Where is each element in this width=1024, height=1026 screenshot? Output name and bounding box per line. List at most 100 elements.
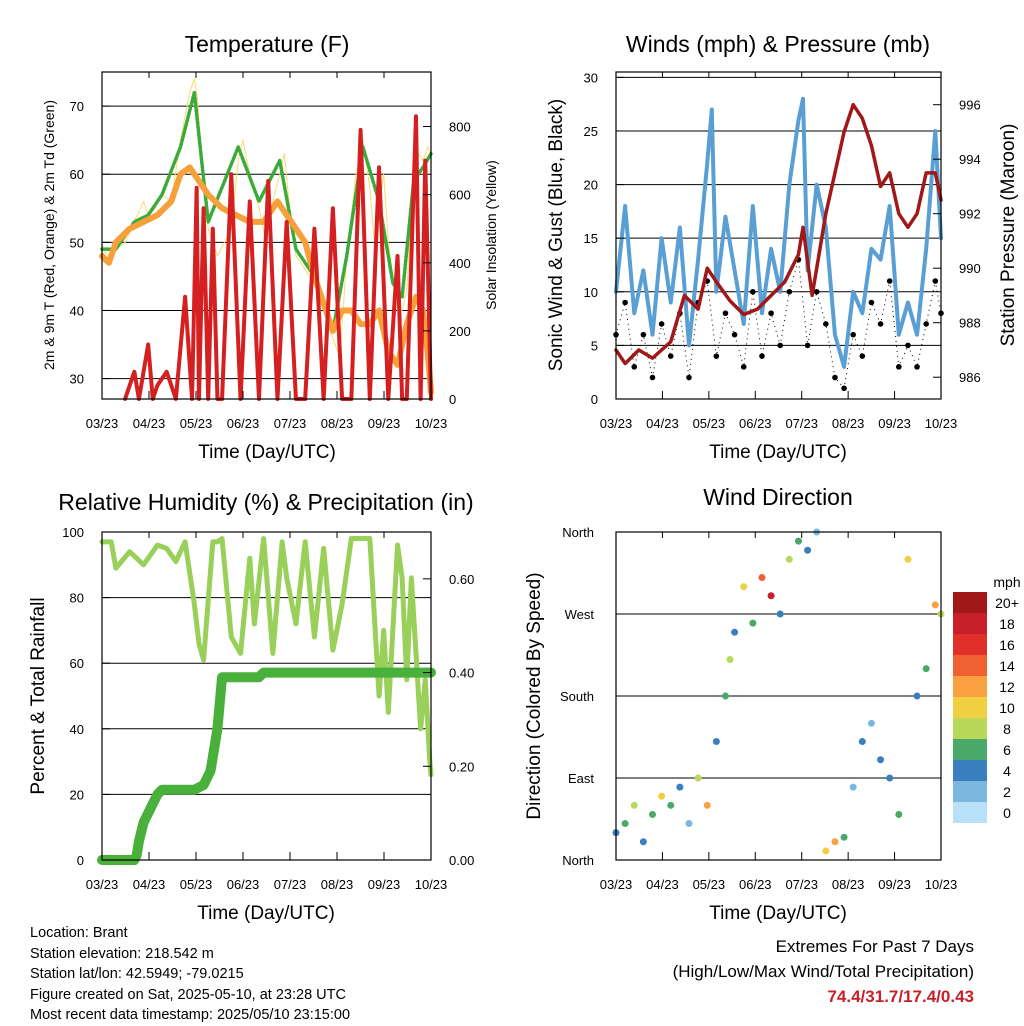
x-tick-label: 05/23 bbox=[693, 416, 726, 431]
colorbar-label: 14 bbox=[999, 658, 1015, 674]
colorbar-label: 10 bbox=[999, 700, 1015, 716]
colorbar-swatch bbox=[953, 781, 987, 802]
y-tick-label-right: 996 bbox=[959, 98, 981, 113]
y-tick-label: North bbox=[562, 853, 594, 868]
direction-point bbox=[858, 738, 866, 746]
colorbar-swatch bbox=[953, 655, 987, 676]
direction-point bbox=[867, 719, 875, 727]
gust-point bbox=[640, 331, 647, 338]
gust-point bbox=[914, 364, 920, 370]
x-tick-label: 04/23 bbox=[133, 416, 166, 431]
gust-point bbox=[713, 353, 720, 359]
gust-point bbox=[886, 278, 893, 284]
x-tick-label: 07/23 bbox=[785, 416, 818, 431]
gust-point bbox=[786, 288, 793, 295]
gust-point bbox=[859, 353, 866, 359]
gust-point bbox=[923, 321, 929, 327]
x-tick-label: 06/23 bbox=[739, 877, 772, 892]
plot-frame bbox=[615, 71, 942, 400]
series-line-solar-insolation bbox=[123, 114, 433, 401]
y-tick-label-right: 200 bbox=[449, 324, 471, 339]
direction-point bbox=[648, 810, 656, 818]
y-tick-label: 25 bbox=[584, 124, 598, 139]
direction-point bbox=[694, 774, 702, 782]
direction-point bbox=[840, 833, 848, 841]
panel-1: 03/23 04/23 05/23 06/23 07/23 08/23 09/23 10/23… bbox=[584, 70, 981, 431]
y-tick-label: 30 bbox=[584, 70, 598, 85]
y-tick-label: 15 bbox=[584, 231, 598, 246]
direction-point bbox=[658, 792, 666, 800]
winds-ylabel-left: Sonic Wind & Gust (Blue, Black) bbox=[546, 99, 567, 371]
direction-point bbox=[749, 619, 757, 627]
direction-point bbox=[712, 738, 720, 746]
location-text: Location: Brant bbox=[30, 925, 128, 941]
x-tick-label: 08/23 bbox=[832, 877, 865, 892]
gust-point bbox=[740, 364, 747, 370]
y-tick-label: West bbox=[565, 607, 595, 622]
temperature-title: Temperature (F) bbox=[185, 31, 350, 57]
direction-point bbox=[621, 820, 629, 828]
x-tick-label: 04/23 bbox=[133, 877, 166, 892]
y-tick-label-right: 0.60 bbox=[449, 572, 474, 587]
colorbar-label: 0 bbox=[1003, 805, 1011, 821]
y-tick-label: 0 bbox=[77, 853, 84, 868]
x-tick-label: 10/23 bbox=[925, 877, 958, 892]
gust-point bbox=[667, 353, 674, 359]
y-tick-label: 0 bbox=[591, 392, 598, 407]
direction-point bbox=[667, 801, 675, 809]
direction-title: Wind Direction bbox=[703, 484, 853, 510]
x-tick-label: 03/23 bbox=[600, 416, 633, 431]
y-tick-label: North bbox=[562, 525, 594, 540]
y-tick-label: South bbox=[560, 689, 594, 704]
extremes-legend: (High/Low/Max Wind/Total Precipitation) bbox=[672, 962, 974, 981]
x-tick-label: 10/23 bbox=[415, 416, 448, 431]
y-tick-label: 20 bbox=[584, 178, 598, 193]
x-tick-label: 03/23 bbox=[600, 877, 633, 892]
gust-point bbox=[631, 364, 638, 370]
direction-point bbox=[703, 801, 711, 809]
direction-point bbox=[740, 583, 748, 591]
colorbar-label: 18 bbox=[999, 616, 1015, 632]
colorbar-title: mph bbox=[993, 574, 1020, 590]
humidity-ylabel-left: Percent & Total Rainfall bbox=[28, 597, 49, 794]
y-tick-label-right: 986 bbox=[959, 370, 981, 385]
colorbar-swatch bbox=[953, 676, 987, 697]
y-tick-label: 100 bbox=[62, 525, 84, 540]
x-tick-label: 05/23 bbox=[180, 877, 213, 892]
y-tick-label: 60 bbox=[70, 167, 84, 182]
temperature-ylabel-right: Solar Insolation (Yellow) bbox=[483, 160, 499, 310]
y-tick-label-right: 0.20 bbox=[449, 759, 474, 774]
latlon-text: Station lat/lon: 42.5949; -79.0215 bbox=[30, 966, 244, 982]
direction-point bbox=[630, 801, 638, 809]
x-tick-label: 09/23 bbox=[368, 416, 401, 431]
humidity-title: Relative Humidity (%) & Precipitation (i… bbox=[58, 489, 473, 515]
winds-title: Winds (mph) & Pressure (mb) bbox=[626, 31, 930, 57]
gust-point bbox=[868, 299, 875, 306]
direction-point bbox=[831, 838, 839, 846]
temperature-xlabel: Time (Day/UTC) bbox=[198, 442, 336, 463]
y-tick-label: 20 bbox=[70, 787, 84, 802]
colorbar-label: 20+ bbox=[995, 595, 1019, 611]
gust-point bbox=[905, 342, 911, 349]
x-tick-label: 10/23 bbox=[925, 416, 958, 431]
y-tick-label: 70 bbox=[70, 99, 84, 114]
gust-point bbox=[823, 321, 829, 327]
x-tick-label: 10/23 bbox=[415, 877, 448, 892]
plot-panels: 03/23 04/23 05/23 06/23 07/23 08/23 09/23 10/23… bbox=[62, 70, 980, 892]
x-tick-label: 07/23 bbox=[274, 877, 307, 892]
direction-point bbox=[904, 555, 912, 563]
direction-point bbox=[721, 692, 729, 700]
x-tick-label: 09/23 bbox=[878, 416, 911, 431]
direction-xlabel: Time (Day/UTC) bbox=[709, 903, 847, 924]
gust-point bbox=[804, 342, 811, 349]
humidity-xlabel: Time (Day/UTC) bbox=[197, 903, 335, 924]
series-line-total-rainfall bbox=[97, 667, 436, 865]
plot-frame bbox=[615, 531, 942, 861]
colorbar-swatch bbox=[953, 802, 987, 823]
series-line-gust bbox=[614, 96, 943, 369]
colorbar-swatch bbox=[953, 634, 987, 655]
x-tick-label: 06/23 bbox=[739, 416, 772, 431]
y-tick-label-right: 0.00 bbox=[449, 853, 474, 868]
direction-point bbox=[726, 656, 734, 664]
x-tick-label: 06/23 bbox=[227, 416, 260, 431]
